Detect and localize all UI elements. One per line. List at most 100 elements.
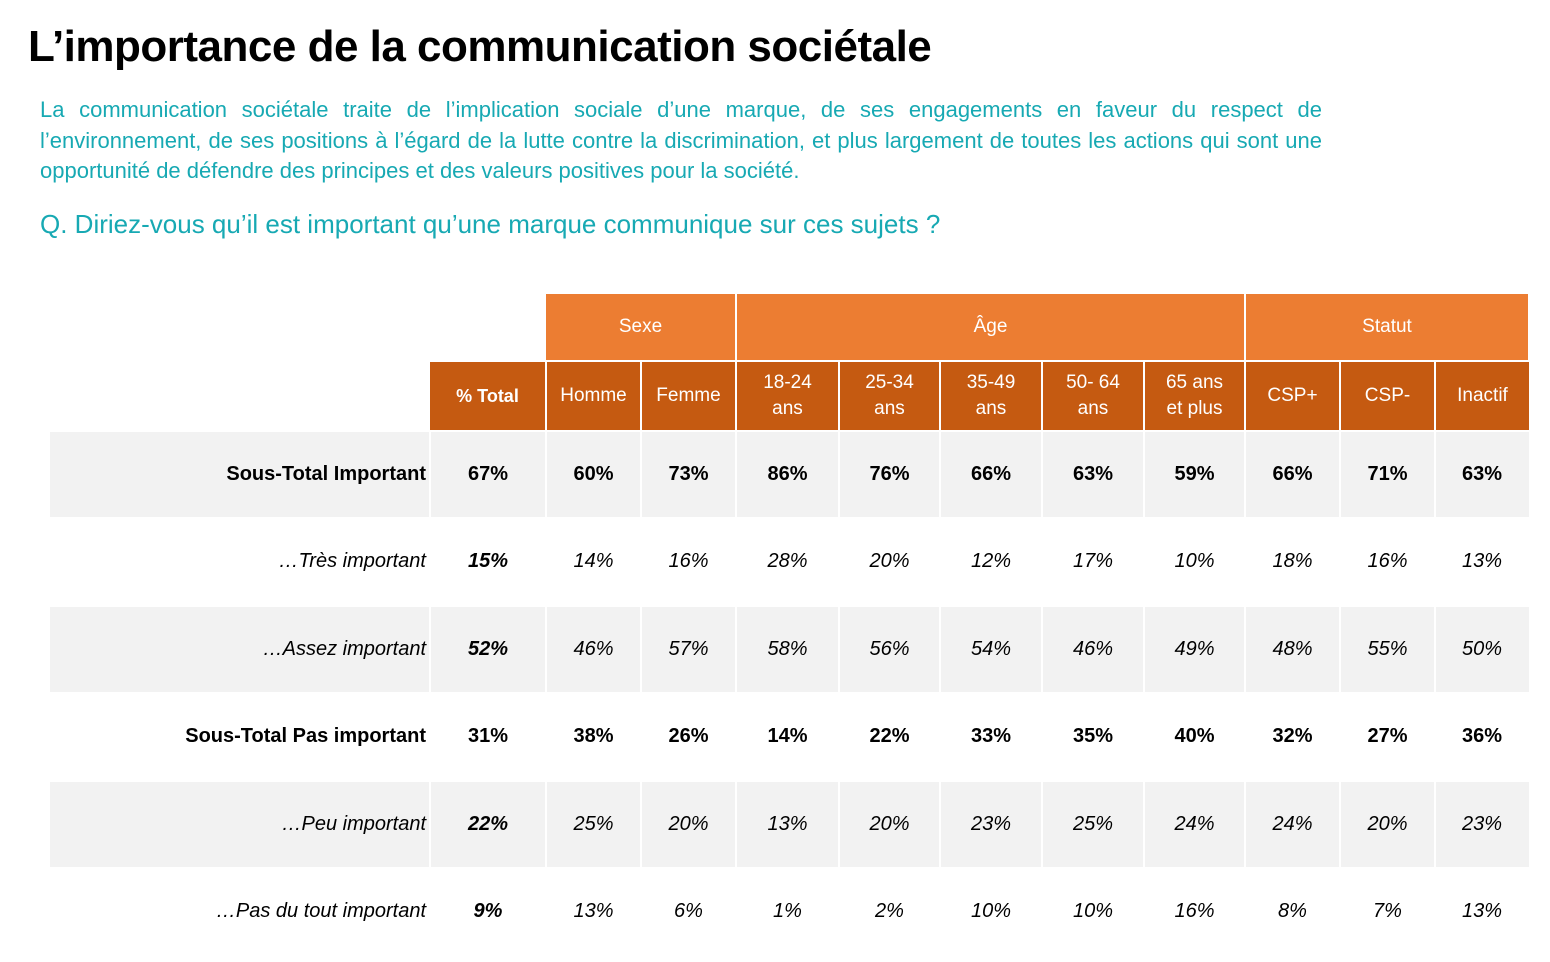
column-header-9: CSP- xyxy=(1341,362,1434,430)
table-cell: 46% xyxy=(1072,638,1114,660)
table-cell: 14% xyxy=(767,725,808,747)
table-cell: 20% xyxy=(668,813,709,835)
table-cell: 73% xyxy=(668,463,709,485)
table-cell: 10% xyxy=(1174,550,1215,572)
column-header-label: 35-49 ans xyxy=(966,372,1016,419)
column-divider xyxy=(1143,607,1145,692)
table-cell: 52% xyxy=(467,638,509,660)
table-cell: 16% xyxy=(1174,900,1215,922)
table-cell: 26% xyxy=(668,725,709,747)
table-cell: 46% xyxy=(573,638,614,660)
column-header-8: CSP+ xyxy=(1246,362,1339,430)
column-header-4: 25-34 ans xyxy=(840,362,939,430)
column-divider xyxy=(1041,782,1043,867)
column-header-7: 65 ans et plus xyxy=(1145,362,1244,430)
column-divider xyxy=(838,432,840,517)
table-cell: 18% xyxy=(1272,550,1313,572)
table-cell: 24% xyxy=(1272,813,1313,835)
column-header-2: Femme xyxy=(642,362,735,430)
row-background xyxy=(50,782,1529,867)
column-header-0: % Total xyxy=(430,362,545,430)
table-cell: 24% xyxy=(1174,813,1215,835)
table-cell: 10% xyxy=(970,900,1012,922)
column-divider xyxy=(1434,432,1436,517)
row-label: …Pas du tout important xyxy=(215,900,426,922)
column-divider xyxy=(1434,607,1436,692)
table-cell: 56% xyxy=(869,638,910,660)
column-divider xyxy=(429,607,431,692)
table-cell: 58% xyxy=(767,638,808,660)
row-label: Sous-Total Important xyxy=(226,463,426,485)
table-cell: 20% xyxy=(869,550,910,572)
row-label: …Assez important xyxy=(262,638,426,660)
row-background xyxy=(50,607,1529,692)
column-divider xyxy=(939,607,941,692)
table-cell: 31% xyxy=(467,725,509,747)
table-cell: 71% xyxy=(1367,463,1408,485)
table-cell: 66% xyxy=(1272,463,1313,485)
column-divider xyxy=(735,432,737,517)
table-cell: 35% xyxy=(1072,725,1114,747)
table-cell: 9% xyxy=(473,900,503,922)
table-cell: 67% xyxy=(467,463,509,485)
table-cell: 54% xyxy=(970,638,1012,660)
column-divider xyxy=(838,782,840,867)
column-header-label: CSP- xyxy=(1364,385,1411,406)
column-divider xyxy=(429,782,431,867)
table-cell: 13% xyxy=(767,813,808,835)
column-divider xyxy=(838,607,840,692)
column-header-6: 50- 64 ans xyxy=(1043,362,1143,430)
table-cell: 22% xyxy=(467,813,509,835)
table-cell: 13% xyxy=(1461,900,1503,922)
column-divider xyxy=(1339,782,1341,867)
table-cell: 66% xyxy=(970,463,1012,485)
table-cell: 50% xyxy=(1461,638,1503,660)
table-cell: 17% xyxy=(1072,550,1114,572)
column-header-label: 50- 64 ans xyxy=(1066,372,1120,419)
column-header-label: Femme xyxy=(656,385,721,406)
table-cell: 49% xyxy=(1174,638,1215,660)
table-cell: 10% xyxy=(1072,900,1114,922)
table-cell: 16% xyxy=(1367,550,1408,572)
column-divider xyxy=(545,782,547,867)
column-divider xyxy=(735,607,737,692)
table-cell: 59% xyxy=(1174,463,1215,485)
table-cell: 60% xyxy=(573,463,614,485)
table-cell: 6% xyxy=(674,900,703,922)
table-cell: 12% xyxy=(970,550,1012,572)
table-cell: 16% xyxy=(668,550,709,572)
table-cell: 57% xyxy=(668,638,709,660)
table-cell: 23% xyxy=(1461,813,1503,835)
column-divider xyxy=(939,782,941,867)
intro-paragraph: La communication sociétale traite de l’i… xyxy=(40,97,1322,183)
table-cell: 25% xyxy=(573,813,614,835)
column-divider xyxy=(1434,782,1436,867)
table-cell: 27% xyxy=(1367,725,1408,747)
column-header-3: 18-24 ans xyxy=(737,362,838,430)
column-divider xyxy=(1244,432,1246,517)
group-header-0: Sexe xyxy=(546,294,735,360)
table-cell: 8% xyxy=(1278,900,1307,922)
table-cell: 13% xyxy=(1461,550,1503,572)
column-divider xyxy=(1041,607,1043,692)
column-header-5: 35-49 ans xyxy=(941,362,1041,430)
column-header-label: Inactif xyxy=(1457,385,1508,406)
table-cell: 23% xyxy=(970,813,1012,835)
table-cell: 40% xyxy=(1174,725,1215,747)
column-divider xyxy=(1041,432,1043,517)
column-divider xyxy=(1143,432,1145,517)
table-cell: 20% xyxy=(1367,813,1408,835)
table-cell: 33% xyxy=(970,725,1012,747)
column-divider xyxy=(1143,782,1145,867)
column-divider xyxy=(1244,782,1246,867)
table-cell: 38% xyxy=(573,725,614,747)
table-cell: 86% xyxy=(767,463,808,485)
column-divider xyxy=(640,432,642,517)
table-cell: 7% xyxy=(1373,900,1402,922)
column-divider xyxy=(939,432,941,517)
table-cell: 2% xyxy=(875,900,904,922)
column-header-1: Homme xyxy=(547,362,640,430)
table-cell: 15% xyxy=(467,550,509,572)
column-divider xyxy=(735,782,737,867)
column-divider xyxy=(1339,432,1341,517)
